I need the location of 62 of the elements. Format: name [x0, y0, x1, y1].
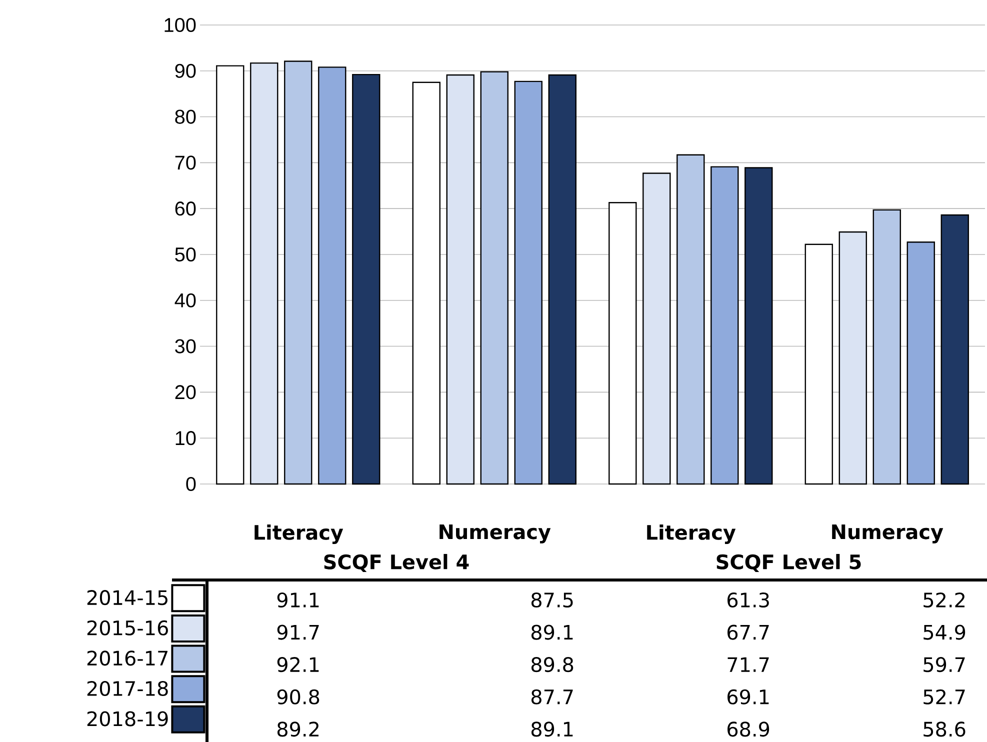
x-tick-label: Literacy [647, 524, 736, 544]
data-label: 52.2 [924, 592, 964, 608]
bar [514, 80, 542, 485]
data-label: 90.8 [277, 689, 320, 704]
data-label: 69.1 [728, 689, 769, 704]
data-label: 68.9 [728, 722, 770, 737]
bar [446, 74, 474, 485]
y-tick-label: 20 [175, 385, 196, 400]
bar [744, 167, 773, 485]
bar [318, 66, 346, 485]
bar [940, 214, 969, 485]
bar [872, 209, 901, 485]
data-label: 91.7 [277, 624, 319, 640]
data-label: 71.7 [728, 657, 769, 672]
y-tick-label: 90 [175, 64, 196, 78]
bar [676, 154, 705, 485]
x-tick-label: Numeracy [440, 524, 551, 544]
data-label: 89.1 [531, 624, 573, 640]
x-tick-label: Numeracy [832, 524, 944, 544]
data-label: 89.8 [531, 657, 574, 672]
legend-label: 2018-19 [87, 711, 168, 726]
y-tick-label: 30 [175, 339, 196, 354]
data-label: 91.1 [277, 592, 319, 608]
bar [216, 65, 244, 485]
bar [642, 172, 671, 485]
y-tick-label: 10 [176, 431, 196, 446]
legend-label: 2015-16 [87, 620, 168, 636]
bar [804, 244, 833, 485]
data-label: 59.7 [924, 657, 965, 672]
bar [906, 241, 935, 485]
bar [548, 74, 576, 485]
data-label: 87.7 [531, 689, 573, 704]
data-label: 87.5 [531, 592, 573, 608]
bar [284, 60, 312, 485]
legend-label: 2017-18 [87, 680, 168, 696]
data-label: 61.3 [728, 592, 769, 608]
data-label: 89.2 [277, 722, 318, 737]
y-tick-label: 50 [175, 247, 196, 262]
y-tick-label: 100 [164, 18, 196, 32]
bar [480, 71, 508, 485]
text: SCQF Level 5 [716, 554, 861, 572]
data-label: 58.6 [924, 722, 966, 737]
text: SCQF Level 4 [324, 554, 469, 572]
y-tick-label: 80 [175, 110, 196, 124]
y-tick-label: 70 [175, 156, 196, 170]
bar [838, 231, 867, 485]
bar [412, 82, 440, 485]
bar [352, 74, 380, 485]
x-tick-label: Literacy [254, 524, 344, 544]
legend-label: 2014-15 [87, 590, 168, 606]
y-tick-label: 40 [174, 293, 196, 308]
data-label: 52.7 [924, 689, 965, 704]
legend-label: 2016-17 [87, 650, 168, 666]
bar [608, 202, 637, 485]
data-label: 89.1 [531, 722, 573, 737]
bar [250, 62, 278, 485]
data-label: 67.7 [728, 624, 769, 640]
data-label: 92.1 [277, 657, 319, 672]
data-label: 54.9 [924, 624, 966, 640]
bar [710, 166, 739, 485]
y-tick-label: 60 [175, 202, 196, 216]
y-tick-label: 0 [186, 476, 196, 492]
